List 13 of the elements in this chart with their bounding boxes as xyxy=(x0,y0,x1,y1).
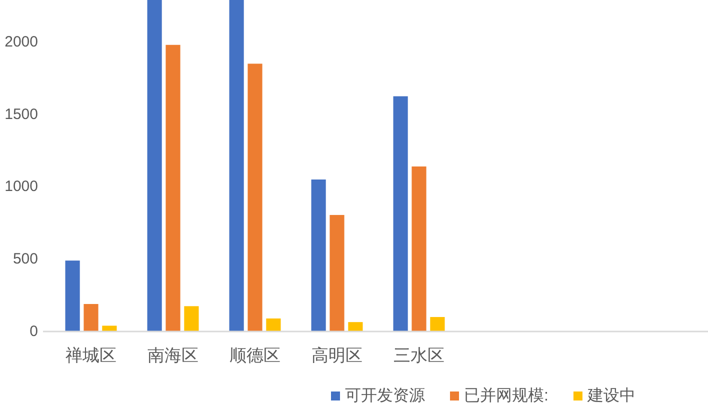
y-tick-label: 500 xyxy=(12,250,38,268)
x-tick-label: 顺德区 xyxy=(230,346,280,365)
x-tick-label: 三水区 xyxy=(394,346,444,365)
y-tick-label: 0 xyxy=(30,323,38,340)
x-tick-label: 南海区 xyxy=(148,346,198,365)
y-tick-label: 1000 xyxy=(4,178,38,196)
x-tick-label: 高明区 xyxy=(312,346,362,365)
x-tick-label: 禅城区 xyxy=(66,346,116,365)
y-tick-label: 1500 xyxy=(4,106,38,123)
legend-label: 建设中 xyxy=(586,386,636,404)
y-tick-label: 2000 xyxy=(4,33,38,50)
legend-label: 已并网规模: xyxy=(464,386,548,404)
legend-label: 可开发资源 xyxy=(345,386,425,404)
